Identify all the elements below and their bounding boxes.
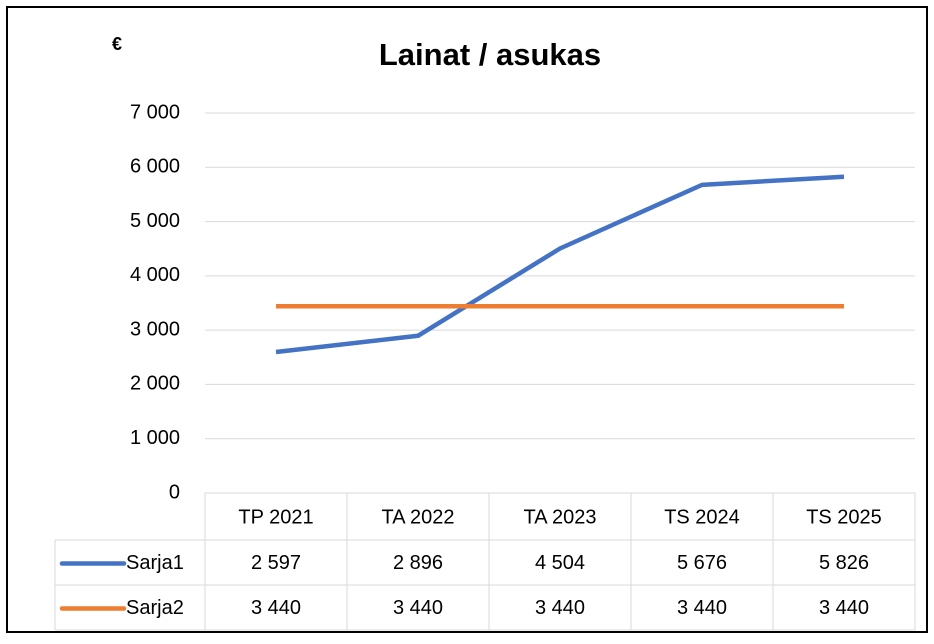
y-tick-label: 0 (169, 481, 180, 503)
table-value: 3 440 (251, 597, 301, 619)
table-value: 3 440 (393, 597, 443, 619)
chart-border (6, 6, 928, 633)
legend-label: Sarja2 (126, 597, 184, 619)
x-tick-label: TP 2021 (238, 506, 313, 528)
chart-title: Lainat / asukas (379, 37, 601, 72)
y-tick-label: 6 000 (130, 156, 180, 178)
table-value: 3 440 (535, 597, 585, 619)
x-tick-label: TS 2025 (806, 506, 882, 528)
table-value: 2 896 (393, 552, 443, 574)
y-tick-label: 1 000 (130, 427, 180, 449)
table-value: 3 440 (819, 597, 869, 619)
y-tick-label: 3 000 (130, 318, 180, 340)
y-tick-label: 5 000 (130, 210, 180, 232)
table-value: 3 440 (677, 597, 727, 619)
y-tick-label: 4 000 (130, 264, 180, 286)
table-value: 2 597 (251, 552, 301, 574)
x-tick-label: TA 2023 (523, 506, 596, 528)
x-tick-label: TA 2022 (381, 506, 454, 528)
y-tick-label: 2 000 (130, 373, 180, 395)
legend-label: Sarja1 (126, 552, 184, 574)
y-tick-label: 7 000 (130, 101, 180, 123)
table-value: 4 504 (535, 552, 585, 574)
table-value: 5 826 (819, 552, 869, 574)
series-line (275, 174, 845, 355)
table-value: 5 676 (677, 552, 727, 574)
x-tick-label: TS 2024 (664, 506, 740, 528)
y-axis-label: € (112, 34, 122, 54)
